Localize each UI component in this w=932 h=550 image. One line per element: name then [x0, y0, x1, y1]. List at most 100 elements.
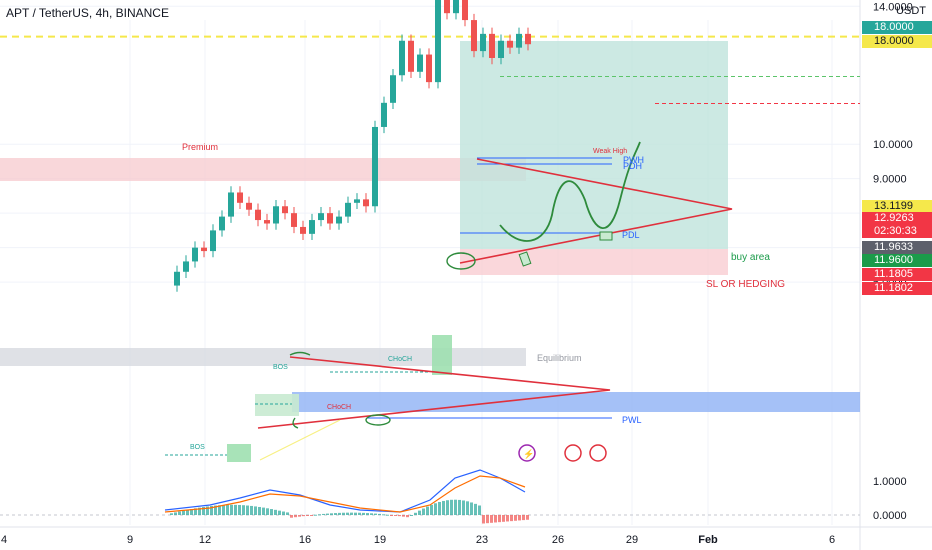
candle: [201, 247, 207, 252]
candle: [525, 33, 531, 45]
candle: [291, 213, 297, 227]
macd-histogram-bar: [246, 505, 249, 515]
candle: [255, 209, 261, 221]
time-tick: 12: [199, 534, 211, 546]
macd-histogram-bar: [526, 515, 529, 520]
candle: [336, 216, 342, 224]
macd-histogram-bar: [434, 503, 437, 515]
macd-histogram-bar: [194, 508, 197, 515]
candle: [174, 271, 180, 286]
macd-histogram-bar: [178, 511, 181, 515]
macd-histogram-bar: [182, 510, 185, 515]
macd-histogram-bar: [490, 515, 493, 523]
price-tag: 11.1802: [862, 282, 932, 295]
candle: [435, 0, 441, 83]
macd-histogram-bar: [398, 515, 401, 517]
candle: [363, 199, 369, 207]
macd-histogram-bar: [522, 515, 525, 521]
candle: [210, 230, 216, 252]
macd-histogram-bar: [186, 509, 189, 515]
candle: [498, 40, 504, 58]
price-tick: 9.0000: [873, 174, 907, 186]
candle: [372, 126, 378, 207]
macd-histogram-bar: [190, 509, 193, 515]
macd-histogram-bar: [302, 515, 305, 517]
macd-histogram-bar: [458, 499, 461, 515]
projected-path: [499, 141, 641, 242]
macd-histogram-bar: [514, 515, 517, 521]
macd-histogram-bar: [474, 503, 477, 515]
equilibrium-zone: [0, 348, 526, 366]
macd-tick: 0.0000: [873, 510, 907, 522]
macd-histogram-bar: [518, 515, 521, 521]
candle: [219, 216, 225, 231]
price-tick: 10.0000: [873, 139, 913, 151]
price-tag: 12.9263: [862, 212, 932, 225]
sl-label: SL OR HEDGING: [706, 279, 785, 290]
macd-histogram-bar: [294, 515, 297, 518]
price-tag: 11.9633: [862, 241, 932, 254]
macd-histogram-bar: [382, 514, 385, 516]
macd-histogram-bar: [310, 515, 313, 516]
signal-line: [164, 475, 526, 513]
macd-histogram-bar: [214, 505, 217, 515]
candle: [354, 199, 360, 203]
macd-histogram-bar: [502, 515, 505, 522]
macd-histogram-bar: [198, 507, 201, 515]
candle: [309, 220, 315, 234]
swing-mark: [292, 417, 299, 429]
price-tag: 18.0000: [862, 21, 932, 34]
macd-histogram-bar: [306, 515, 309, 516]
macd-histogram-bar: [510, 515, 513, 522]
candle: [426, 54, 432, 83]
candle: [516, 33, 522, 48]
macd-histogram-bar: [442, 500, 445, 515]
macd-histogram-bar: [406, 515, 409, 518]
macd-histogram-bar: [426, 506, 429, 515]
macd-histogram-bar: [210, 505, 213, 515]
candle: [453, 0, 459, 14]
macd-histogram-bar: [414, 512, 417, 515]
candle: [462, 0, 468, 21]
time-tick: 16: [299, 534, 311, 546]
macd-histogram-bar: [318, 514, 321, 516]
price-tag: 11.1805: [862, 268, 932, 281]
macd-histogram-bar: [202, 506, 205, 515]
candle: [444, 0, 450, 14]
swing-high-mark: [289, 351, 311, 356]
candle: [264, 220, 270, 224]
us-flag-icon: [564, 444, 582, 462]
loss-zone: [460, 249, 728, 275]
time-tick: 9: [127, 534, 133, 546]
price-tag: 02:30:33: [862, 225, 932, 238]
macd-histogram-bar: [346, 512, 349, 515]
time-tick: 26: [552, 534, 564, 546]
macd-histogram-bar: [174, 512, 177, 515]
time-tick: 19: [374, 534, 386, 546]
macd-histogram-bar: [470, 502, 473, 515]
candle: [399, 40, 405, 76]
macd-histogram-bar: [410, 515, 413, 516]
macd-histogram-bar: [386, 514, 389, 516]
macd-histogram-bar: [362, 512, 365, 515]
symbol-title[interactable]: APT / TetherUS, 4h, BINANCE: [6, 6, 169, 20]
triangle-lines: [459, 158, 733, 264]
macd-histogram-bar: [334, 513, 337, 515]
profit-zone: [460, 41, 728, 216]
macd-histogram-bar: [258, 506, 261, 515]
candle: [228, 192, 234, 217]
candle: [183, 261, 189, 272]
macd-histogram-bar: [494, 515, 497, 523]
time-tick: 23: [476, 534, 488, 546]
macd-histogram-bar: [226, 504, 229, 515]
swing-low-circle: [365, 414, 391, 426]
macd-histogram-bar: [462, 500, 465, 515]
candle: [327, 213, 333, 224]
macd-histogram-bar: [486, 515, 489, 524]
macd-histogram-bar: [506, 515, 509, 522]
macd-histogram-bar: [370, 513, 373, 515]
macd-histogram-bar: [418, 510, 421, 515]
candle: [345, 202, 351, 217]
macd-histogram-bar: [378, 513, 381, 515]
